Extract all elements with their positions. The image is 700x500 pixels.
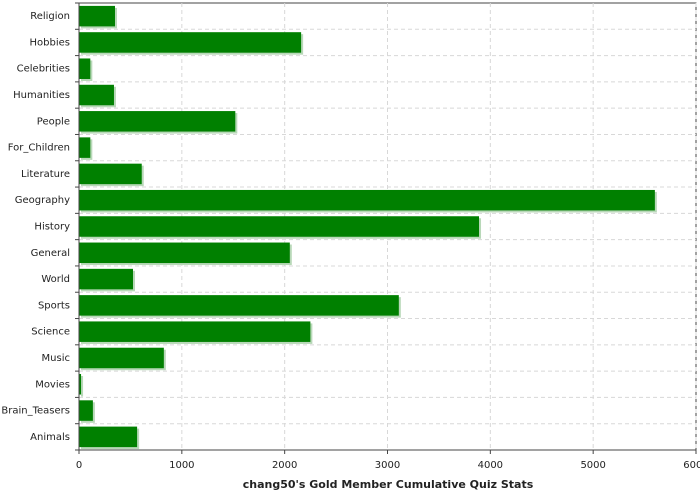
bar: [79, 347, 164, 369]
bar: [79, 242, 290, 264]
y-tick-label: Celebrities: [17, 64, 70, 75]
bar: [79, 400, 93, 421]
y-tick-label: Geography: [15, 195, 70, 206]
bar: [79, 189, 655, 211]
y-tick-label: Hobbies: [30, 37, 70, 48]
bar: [79, 5, 115, 27]
bar: [79, 137, 91, 158]
y-tick-label: Music: [42, 353, 70, 364]
y-tick-label: For_Children: [8, 143, 70, 154]
bar: [79, 295, 399, 316]
y-tick-label: Humanities: [13, 90, 70, 101]
bar: [79, 426, 138, 448]
bar: [79, 32, 302, 53]
x-tick-label: 1000: [169, 460, 194, 471]
bar: [79, 216, 480, 237]
bar: [79, 163, 142, 185]
y-tick-label: Religion: [30, 11, 70, 22]
bar: [79, 84, 114, 106]
bar-shadow: [81, 376, 84, 397]
x-tick-label: 3000: [375, 460, 400, 471]
y-tick-label: Movies: [35, 379, 70, 390]
bar: [79, 374, 82, 395]
y-tick-label: People: [37, 116, 70, 127]
x-tick-label: 2000: [272, 460, 297, 471]
bar: [79, 268, 133, 290]
y-tick-label: Science: [31, 327, 70, 338]
y-tick-label: General: [31, 248, 70, 259]
x-axis-title: chang50's Gold Member Cumulative Quiz St…: [243, 478, 534, 491]
y-tick-label: Animals: [30, 432, 70, 443]
x-tick-label: 6000: [683, 460, 700, 471]
bar: [79, 321, 311, 342]
x-tick-label: 5000: [580, 460, 605, 471]
y-tick-label: World: [41, 274, 70, 285]
y-tick-label: History: [34, 222, 70, 233]
y-tick-label: Literature: [21, 169, 70, 180]
bar: [79, 58, 91, 79]
y-tick-label: Sports: [38, 300, 70, 311]
x-tick-label: 4000: [478, 460, 503, 471]
x-tick-label: 0: [76, 460, 82, 471]
y-tick-label: Brain_Teasers: [1, 406, 70, 417]
bar: [79, 111, 236, 132]
